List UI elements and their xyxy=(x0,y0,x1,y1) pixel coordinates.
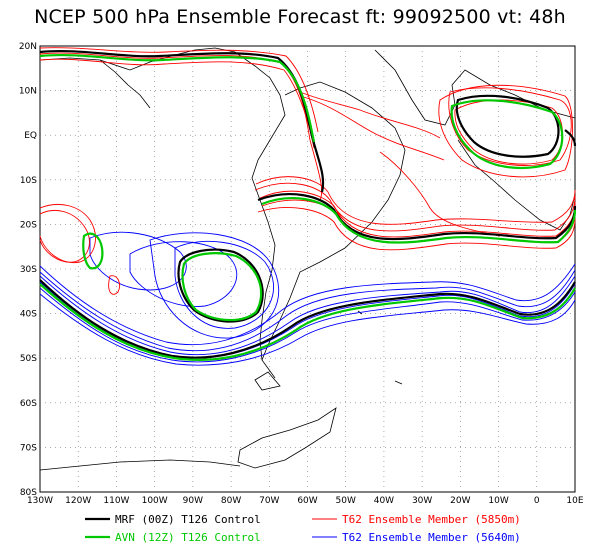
latitude-label: 60S xyxy=(20,399,37,409)
latitude-label: 40S xyxy=(20,310,37,320)
avn-control-contours xyxy=(39,53,577,361)
legend-red-label: T62 Ensemble Member (5850m) xyxy=(342,513,521,526)
longitude-label: 70W xyxy=(259,496,279,506)
latitude-label: 50S xyxy=(20,354,37,364)
coastlines xyxy=(39,47,576,471)
latitude-label: 70S xyxy=(20,443,37,453)
latitude-label: 30S xyxy=(20,265,37,275)
latitude-label: 10S xyxy=(20,176,37,186)
longitude-label: 130W xyxy=(27,496,53,506)
longitude-label: 100W xyxy=(142,496,168,506)
longitude-label: 60W xyxy=(297,496,317,506)
longitude-label: 80W xyxy=(221,496,241,506)
ensemble-5850m-contours xyxy=(39,47,576,295)
legend-mrf-label: MRF (00Z) T126 Control xyxy=(115,513,261,526)
longitude-label: 50W xyxy=(336,496,356,506)
longitude-label: 40W xyxy=(374,496,394,506)
latitude-label: 20S xyxy=(20,220,37,230)
longitude-label: 90W xyxy=(183,496,203,506)
latitude-label: 10N xyxy=(19,87,37,97)
map-title: NCEP 500 hPa Ensemble Forecast ft: 99092… xyxy=(34,6,566,28)
latitude-label: 20N xyxy=(19,42,37,52)
legend-blue-label: T62 Ensemble Member (5640m) xyxy=(342,531,521,544)
longitude-label: 10E xyxy=(566,496,583,506)
legend-avn-label: AVN (12Z) T126 Control xyxy=(115,531,261,544)
longitude-label: 0 xyxy=(534,496,540,506)
latitude-label: EQ xyxy=(24,131,37,141)
mrf-control-contours xyxy=(39,49,577,359)
ensemble-5640m-contours xyxy=(39,231,576,366)
longitude-label: 10W xyxy=(488,496,508,506)
longitude-label: 110W xyxy=(103,496,129,506)
longitude-label: 30W xyxy=(412,496,432,506)
longitude-label: 120W xyxy=(65,496,91,506)
latitude-label: 80S xyxy=(20,488,37,498)
longitude-label: 20W xyxy=(450,496,470,506)
